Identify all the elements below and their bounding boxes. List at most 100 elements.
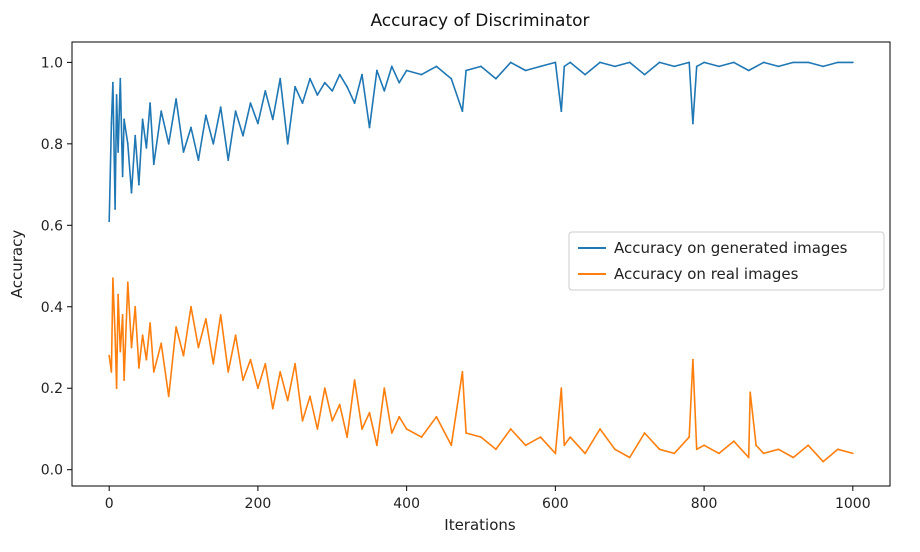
data-point [227, 159, 230, 162]
x-tick-label: 0 [105, 496, 114, 512]
data-point [368, 126, 371, 129]
data-point [792, 456, 795, 459]
data-point [119, 77, 122, 80]
data-point [234, 334, 237, 337]
data-point [539, 436, 542, 438]
data-point [141, 334, 144, 337]
data-point [190, 126, 192, 129]
data-point [115, 94, 118, 96]
data-point [420, 436, 423, 438]
data-point [749, 391, 752, 394]
data-point [110, 122, 113, 125]
data-point [777, 448, 780, 451]
data-point [149, 322, 152, 324]
series-line [108, 61, 853, 222]
data-point [658, 448, 661, 451]
data-point [117, 151, 119, 153]
y-tick-label: 1.0 [41, 55, 63, 71]
series-line [108, 277, 854, 463]
y-axis-label: Accuracy [8, 230, 26, 299]
data-point [130, 346, 133, 349]
data-point [524, 69, 527, 72]
data-point [112, 277, 114, 280]
data-point [777, 65, 780, 68]
x-tick-label: 200 [245, 496, 272, 512]
data-point [762, 61, 765, 64]
data-point [807, 61, 810, 64]
data-point [554, 61, 557, 64]
data-point [762, 452, 765, 455]
data-point [114, 334, 116, 337]
data-point [405, 69, 408, 72]
data-point [643, 432, 646, 434]
y-tick-label: 0.6 [41, 218, 63, 234]
data-point [509, 61, 512, 64]
chart-title: Accuracy of Discriminator [370, 11, 589, 31]
data-point [338, 403, 341, 406]
y-tick-label: 0.2 [41, 381, 63, 397]
data-point [286, 399, 289, 402]
data-point [138, 183, 140, 186]
data-point [390, 432, 393, 434]
data-point [167, 142, 170, 145]
data-point [197, 346, 200, 349]
data-point [149, 102, 152, 104]
series-generated [108, 61, 854, 223]
data-point [286, 142, 289, 145]
data-point [560, 110, 563, 113]
data-point [112, 81, 114, 84]
plot-frame [71, 41, 891, 487]
data-point [755, 444, 757, 447]
data-point [257, 122, 259, 125]
data-point [205, 114, 207, 117]
data-point [435, 415, 438, 418]
data-point [271, 407, 274, 410]
data-point [390, 65, 393, 68]
data-point [465, 69, 467, 72]
data-point [695, 65, 698, 68]
data-point [584, 73, 586, 76]
data-point [495, 77, 497, 80]
y-tick-label: 0.0 [41, 463, 63, 479]
data-point [628, 456, 631, 459]
data-point [614, 65, 616, 68]
data-point [792, 61, 795, 64]
data-point [837, 61, 839, 64]
data-point [692, 358, 694, 361]
y-tick-label: 0.8 [41, 137, 63, 153]
data-point [331, 90, 334, 92]
data-point [249, 358, 252, 361]
data-point [234, 110, 237, 113]
legend-label-generated: Accuracy on generated images [614, 239, 848, 257]
data-point [108, 354, 111, 357]
data-point [495, 448, 497, 451]
data-point [353, 102, 356, 104]
data-point [461, 371, 464, 373]
data-point [398, 81, 401, 84]
data-point [152, 163, 155, 166]
data-point [732, 440, 735, 443]
data-point [673, 452, 676, 455]
data-point [692, 122, 694, 125]
data-point [130, 191, 133, 194]
data-point [703, 61, 705, 64]
data-point [353, 379, 356, 381]
data-point [688, 436, 691, 438]
data-point [301, 419, 304, 422]
data-point [190, 305, 192, 308]
data-point [108, 220, 111, 223]
data-point [509, 428, 512, 430]
data-point [134, 305, 137, 308]
legend-box [568, 231, 885, 291]
data-point [309, 77, 311, 80]
x-tick-label: 800 [691, 496, 718, 512]
data-point [584, 452, 586, 455]
data-point [212, 362, 215, 365]
data-point [450, 444, 453, 447]
data-point [219, 106, 222, 109]
data-point [851, 61, 854, 64]
data-point [747, 69, 750, 72]
data-point [160, 110, 163, 113]
data-point [110, 371, 113, 373]
